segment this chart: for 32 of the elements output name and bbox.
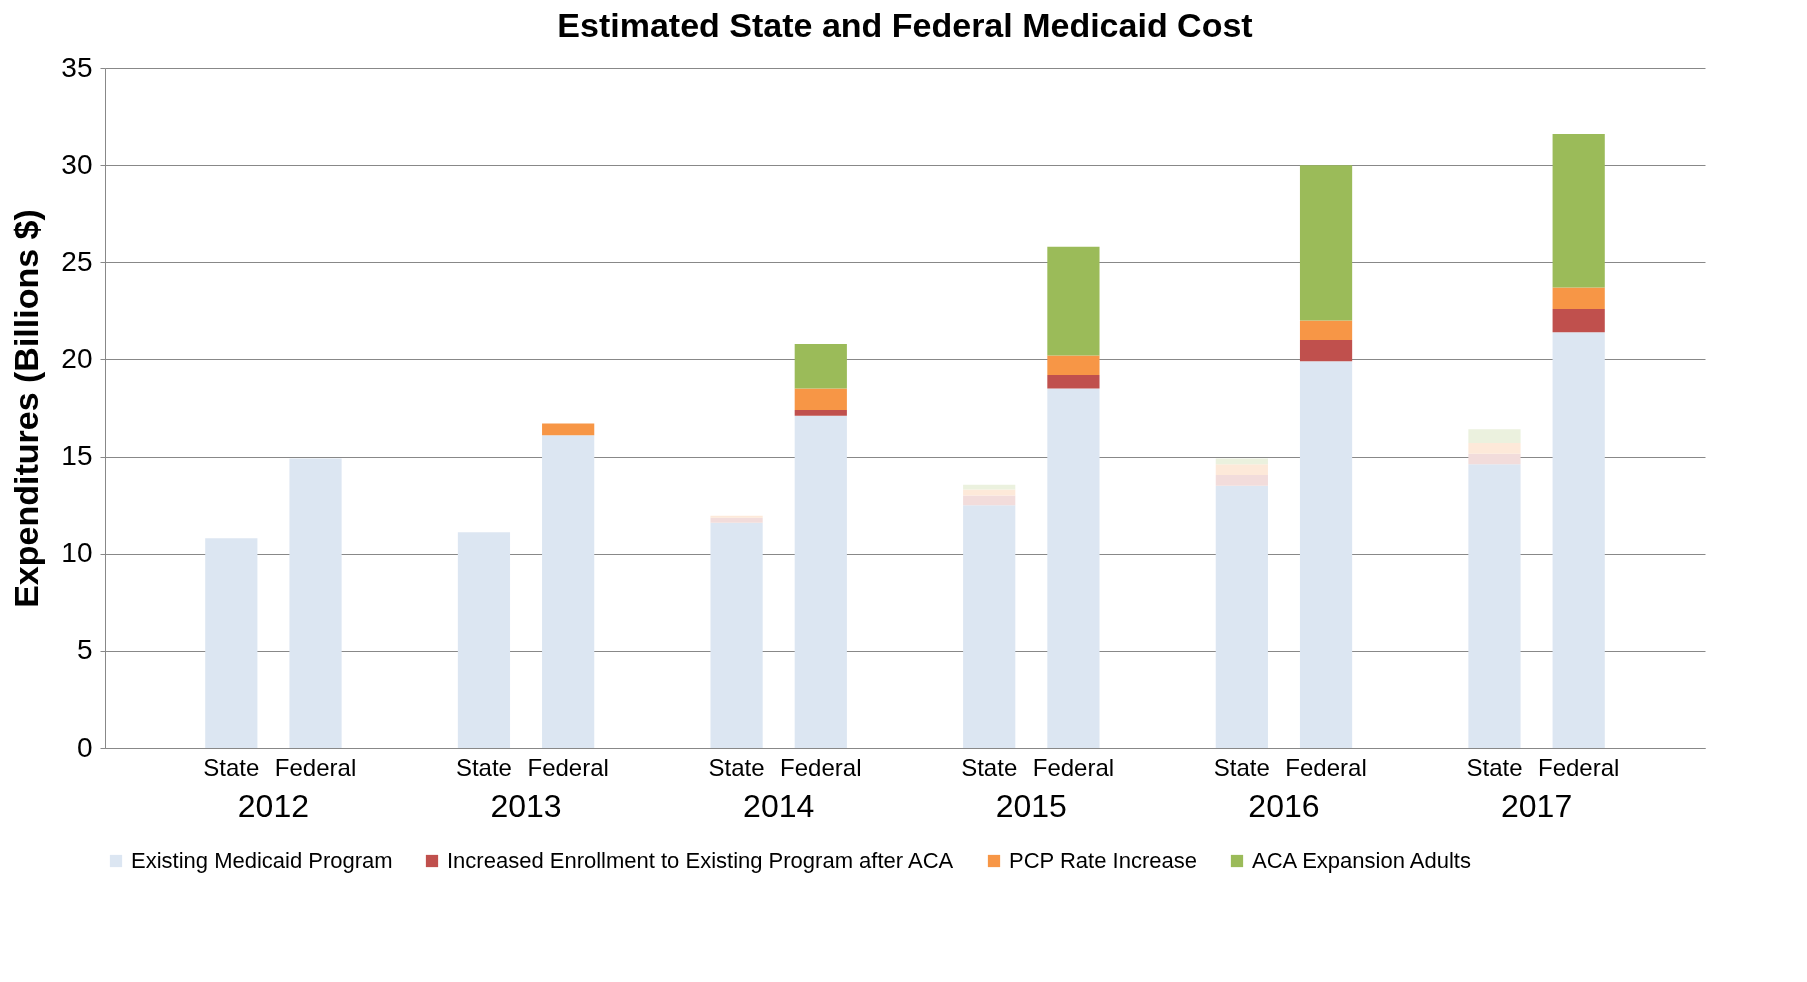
x-tick-label: State [203,753,260,781]
y-tick-label: 0 [76,731,93,763]
x-tick-label: Federal [527,753,609,781]
x-tick-label: Federal [780,753,862,781]
text: 2014 [743,788,815,824]
y-tick-label: 35 [61,51,93,83]
chart-title: Estimated State and Federal Medicaid Cost [557,6,1253,44]
x-tick-label: Federal [1032,753,1115,781]
y-tick-label: 30 [61,148,93,180]
x-tick-label: Federal [1538,753,1620,781]
text: 2017 [1500,788,1573,824]
y-axis-title: Expenditures (Billions $) [7,209,46,608]
text: 2016 [1248,788,1320,824]
x-tick-label: State [1213,753,1270,781]
x-tick-label: Federal [274,753,357,781]
x-tick-label: State [1466,753,1523,781]
x-tick-label: State [708,753,765,781]
legend-label: Increased Enrollment to Existing Program after ACA [447,848,954,873]
x-tick-label: State [961,753,1018,781]
text: 2012 [237,788,310,824]
legend-label: Existing Medicaid Program [131,848,393,873]
legend-label: ACA Expansion Adults [1252,848,1471,873]
text: 2015 [995,788,1067,824]
x-tick-label: Federal [1285,753,1367,781]
text: 2013 [490,788,562,824]
y-tick-label: 10 [61,537,93,569]
x-tick-label: State [455,753,512,781]
legend-label: PCP Rate Increase [1009,848,1197,873]
y-tick-label: 15 [61,440,93,472]
y-tick-label: 5 [76,634,93,666]
y-tick-label: 20 [61,342,93,374]
y-tick-label: 25 [61,245,93,277]
